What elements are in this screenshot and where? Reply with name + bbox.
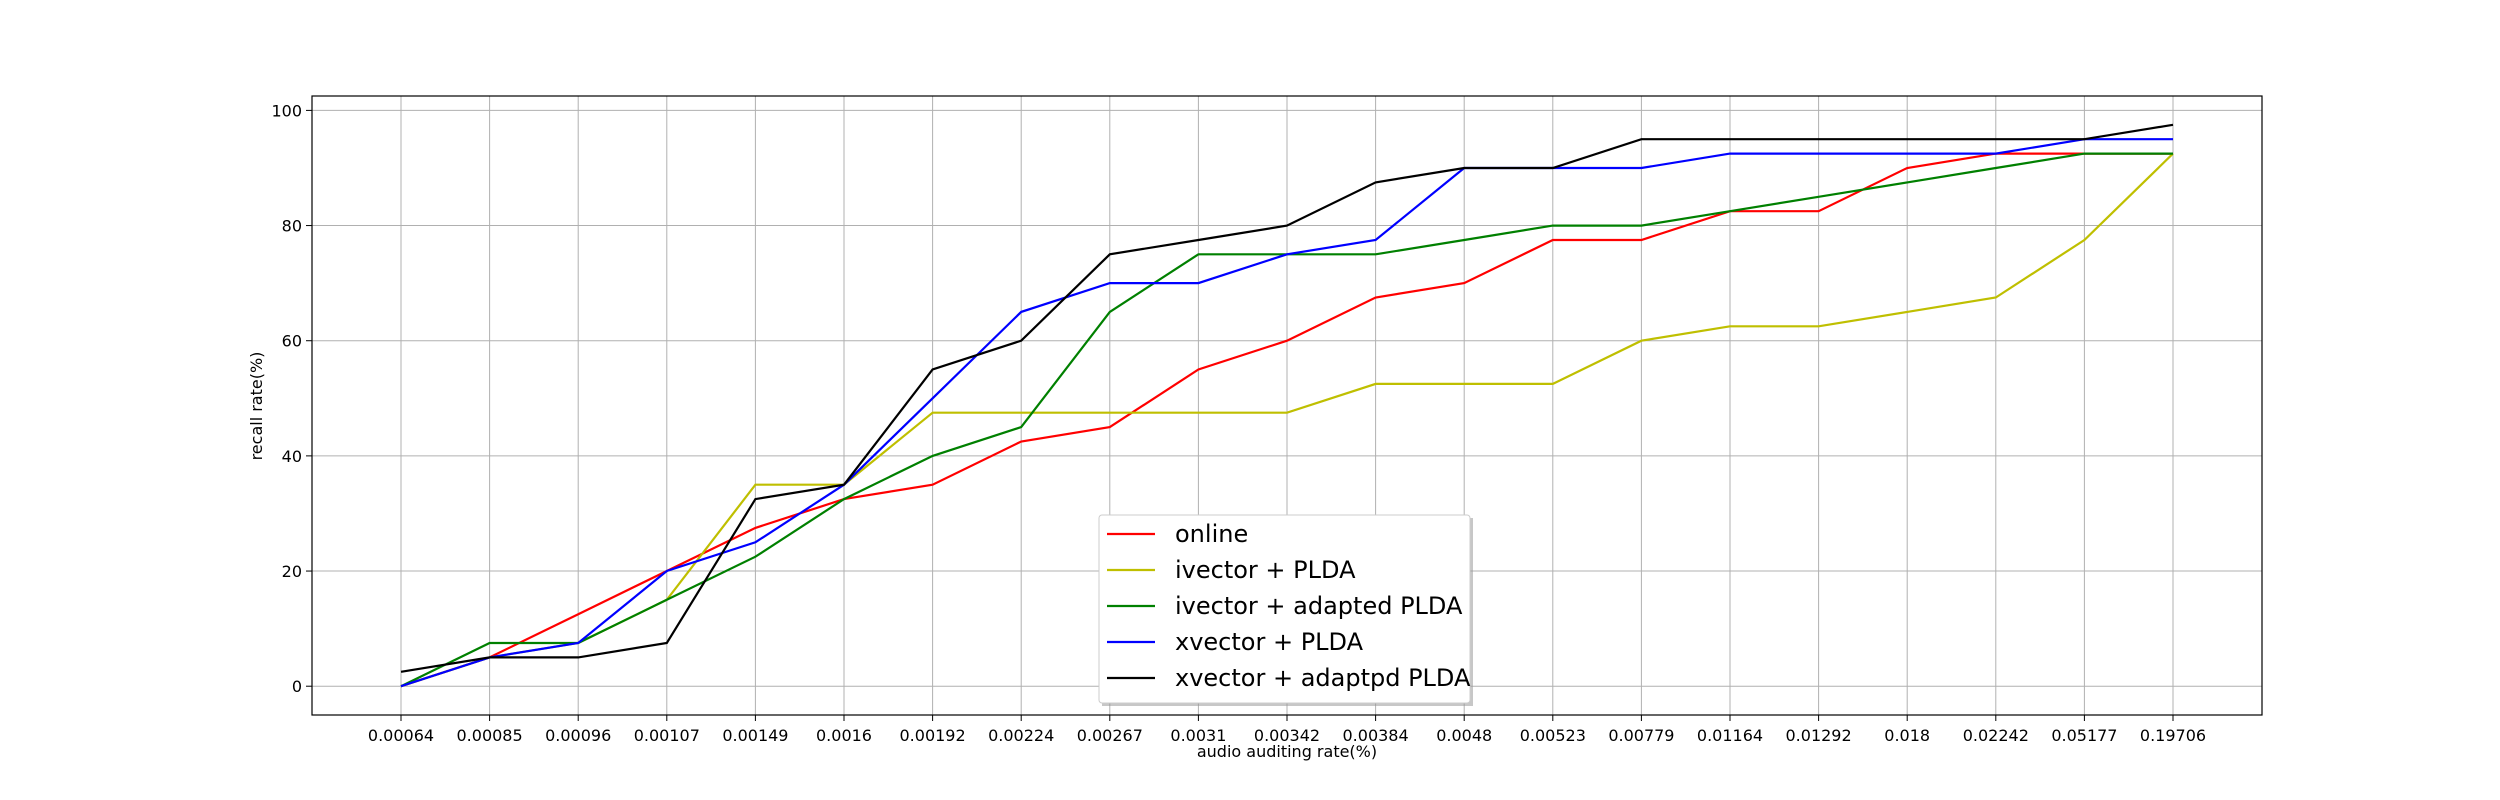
x-tick-label: 0.19706: [2140, 726, 2206, 745]
x-tick-label: 0.0048: [1436, 726, 1492, 745]
x-tick-label: 0.018: [1884, 726, 1930, 745]
legend: online ivector + PLDA ivector + adapted PL…: [1098, 514, 1473, 706]
legend-label: online: [1175, 520, 1248, 548]
y-tick-label: 80: [282, 217, 302, 236]
legend-label: ivector + PLDA: [1175, 556, 1356, 584]
x-tick-label: 0.00384: [1343, 726, 1409, 745]
x-tick-label: 0.00779: [1608, 726, 1674, 745]
x-tick-label: 0.00064: [368, 726, 434, 745]
x-tick-label: 0.01292: [1786, 726, 1852, 745]
y-tick-label: 100: [271, 101, 302, 120]
series-line-0: [400, 152, 2173, 688]
x-tick-label: 0.00224: [988, 726, 1054, 745]
y-tick-label: 60: [282, 332, 302, 351]
x-tick-label: 0.02242: [1963, 726, 2029, 745]
y-tick-label: 20: [282, 562, 302, 581]
legend-label: xvector + adaptpd PLDA: [1175, 664, 1471, 692]
y-tick-label: 40: [282, 447, 302, 466]
x-tick-label: 0.00342: [1254, 726, 1320, 745]
x-tick-label: 0.00107: [634, 726, 700, 745]
y-axis-ticks: 0 20 40 60 80 100: [271, 101, 312, 696]
legend-label: ivector + adapted PLDA: [1175, 592, 1463, 620]
x-tick-label: 0.00267: [1077, 726, 1143, 745]
legend-label: xvector + PLDA: [1175, 628, 1364, 656]
x-tick-label: 0.00149: [722, 726, 788, 745]
x-tick-label: 0.05177: [2051, 726, 2117, 745]
x-tick-label: 0.00096: [545, 726, 611, 745]
x-axis-ticks: 0.00064 0.00085 0.00096 0.00107 0.00149 0.001…: [368, 715, 2206, 745]
x-tick-label: 0.01164: [1697, 726, 1763, 745]
x-tick-label: 0.0016: [816, 726, 872, 745]
y-axis-label: recall rate(%): [247, 352, 266, 461]
series-lines: [400, 123, 2174, 688]
x-tick-label: 0.00192: [900, 726, 966, 745]
x-tick-label: 0.00523: [1520, 726, 1586, 745]
series-line-3: [400, 138, 2173, 688]
x-axis-label: audio auditing rate(%): [1197, 742, 1377, 761]
legend-box: [1098, 514, 1471, 704]
series-line-4: [400, 123, 2174, 673]
x-tick-label: 0.00085: [457, 726, 523, 745]
y-tick-label: 0: [292, 677, 302, 696]
x-tick-label: 0.0031: [1170, 726, 1226, 745]
